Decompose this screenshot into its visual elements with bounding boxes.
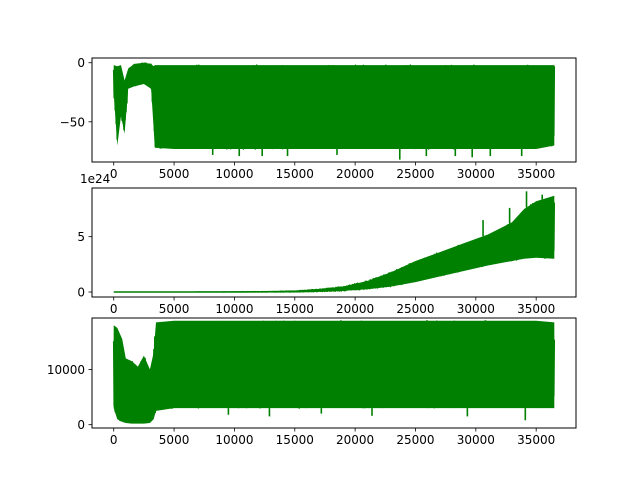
x-tick-label: 5000 bbox=[159, 302, 190, 316]
y-tick-label: 0 bbox=[77, 56, 85, 70]
x-tick-label: 20000 bbox=[336, 433, 374, 447]
x-tick-label: 0 bbox=[110, 167, 118, 181]
axes-bottom-panel: 0 5000 10000 15000 20000 25000 30000 35000 0 1000… bbox=[47, 317, 577, 447]
x-tick-label: 30000 bbox=[457, 433, 495, 447]
x-tick-label: 20000 bbox=[336, 167, 374, 181]
axes-middle-panel: 0 5000 10000 15000 20000 25000 30000 35000 0 5 1e2… bbox=[77, 172, 577, 316]
x-tick-label: 0 bbox=[110, 433, 118, 447]
series-line bbox=[113, 198, 556, 293]
x-tick-label: 25000 bbox=[396, 302, 434, 316]
x-tick-label: 15000 bbox=[276, 433, 314, 447]
x-tick-label: 10000 bbox=[215, 302, 253, 316]
x-tick-label: 10000 bbox=[215, 433, 253, 447]
y-tick-label: 5 bbox=[77, 230, 85, 244]
series-line bbox=[112, 62, 556, 150]
x-tick-label: 5000 bbox=[159, 433, 190, 447]
x-tick-label: 35000 bbox=[517, 167, 555, 181]
axes-frame bbox=[91, 187, 577, 298]
y-tick-label: −50 bbox=[60, 115, 85, 129]
x-tick-label: 5000 bbox=[159, 167, 190, 181]
x-tick-label: 25000 bbox=[396, 433, 434, 447]
x-tick-label: 25000 bbox=[396, 167, 434, 181]
axes-frame bbox=[91, 57, 577, 163]
y-tick-label: 0 bbox=[77, 286, 85, 300]
series-line bbox=[112, 320, 556, 424]
x-tick-label: 30000 bbox=[457, 167, 495, 181]
y-axis-offset-label: 1e24 bbox=[80, 172, 110, 186]
axes-frame bbox=[91, 317, 577, 429]
x-tick-label: 0 bbox=[110, 302, 118, 316]
x-tick-label: 10000 bbox=[215, 167, 253, 181]
x-tick-label: 20000 bbox=[336, 302, 374, 316]
x-tick-label: 35000 bbox=[517, 433, 555, 447]
x-tick-label: 15000 bbox=[276, 167, 314, 181]
axes-top-panel: 0 5000 10000 15000 20000 25000 30000 35000 0 −50 bbox=[60, 56, 577, 181]
y-tick-label: 0 bbox=[77, 418, 85, 432]
y-tick-label: 10000 bbox=[47, 363, 85, 377]
x-tick-label: 35000 bbox=[517, 302, 555, 316]
x-tick-label: 30000 bbox=[457, 302, 495, 316]
x-tick-label: 15000 bbox=[276, 302, 314, 316]
